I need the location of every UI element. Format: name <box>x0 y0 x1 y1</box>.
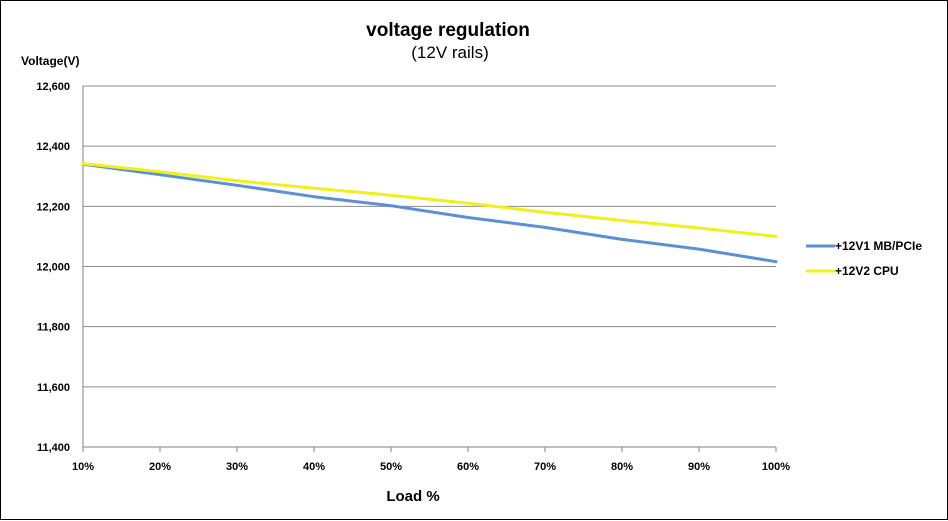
y-tick-label: 12,600 <box>36 81 70 93</box>
x-tick-label: 50% <box>380 461 402 473</box>
y-tick-label: 11,800 <box>37 322 70 334</box>
gridlines <box>82 85 776 448</box>
y-tick-label: 11,600 <box>37 382 70 394</box>
legend-label: +12V1 MB/PCIe <box>835 239 922 253</box>
y-tick-label: 12,400 <box>36 141 70 153</box>
x-tick-labels: 10% 20% 30% 40% 50% 60% 70% 80% 90% 100% <box>72 447 790 473</box>
data-point <box>543 211 547 214</box>
x-tick-label: 40% <box>303 461 325 473</box>
data-point <box>620 238 624 241</box>
data-point <box>158 173 162 176</box>
series-line-2 <box>81 162 778 238</box>
x-tick-label: 20% <box>149 461 171 473</box>
data-point <box>466 216 470 219</box>
series-lines <box>81 162 778 264</box>
chart-subtitle: (12V rails) <box>411 43 488 62</box>
data-point <box>389 194 393 197</box>
data-point <box>235 184 239 187</box>
x-tick-label: 70% <box>534 461 556 473</box>
data-point <box>158 170 162 173</box>
data-point <box>697 226 701 230</box>
data-point <box>466 202 470 205</box>
x-axis-label: Load % <box>386 488 439 505</box>
data-point <box>774 235 778 238</box>
data-point <box>620 219 624 222</box>
chart-title: voltage regulation <box>366 20 530 41</box>
x-tick-label: 80% <box>611 461 633 473</box>
x-tick-label: 100% <box>762 461 790 473</box>
data-point <box>81 162 85 165</box>
data-point <box>312 195 316 198</box>
x-tick-label: 60% <box>457 461 479 473</box>
x-tick-label: 90% <box>688 461 710 473</box>
data-point <box>543 226 547 229</box>
data-point <box>774 260 778 263</box>
legend: +12V1 MB/PCIe +12V2 CPU <box>806 239 922 278</box>
data-point <box>697 247 701 251</box>
x-tick-label: 30% <box>226 461 248 473</box>
data-point <box>235 179 239 182</box>
y-tick-label: 12,200 <box>36 201 70 213</box>
y-tick-label: 11,400 <box>37 442 70 454</box>
x-tick-label: 10% <box>72 461 94 473</box>
y-tick-labels: 11,400 11,600 11,800 12,000 12,200 12,400 12,6… <box>36 81 70 454</box>
data-point <box>389 204 393 207</box>
data-point <box>312 187 316 190</box>
legend-label: +12V2 CPU <box>835 264 899 278</box>
series-line-1 <box>81 162 778 264</box>
y-axis-label: Voltage(V) <box>21 54 79 68</box>
y-tick-label: 12,000 <box>36 262 70 274</box>
